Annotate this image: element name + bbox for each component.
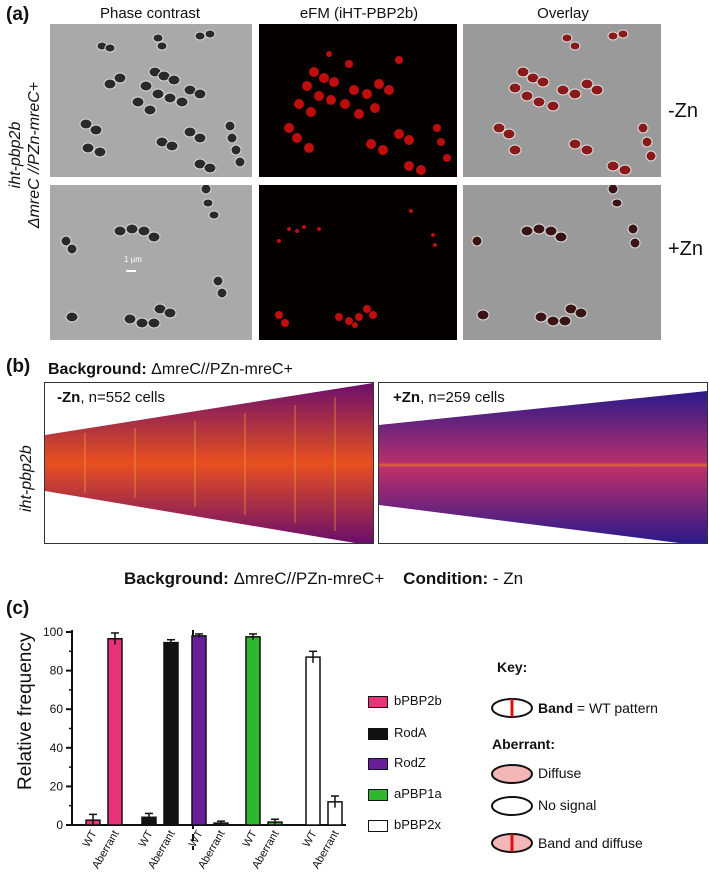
panel-b-label: (b): [6, 356, 31, 377]
x-tick-label-bpbp2b-wt: WT: [81, 828, 100, 849]
column-header-efm: eFM (iHT-PBP2b): [299, 5, 419, 22]
x-tick-label-roda-wt: WT: [137, 828, 156, 849]
panel-c-label: (c): [6, 598, 30, 619]
y-tick-label-20: 20: [50, 779, 64, 793]
key-band-description: = WT pattern: [573, 700, 658, 716]
panel-b-background-prefix: Background:: [48, 361, 147, 378]
kymograph-plus-zn-cond: +Zn: [393, 389, 421, 406]
y-tick-label-0: 0: [56, 818, 63, 832]
y-tick-label-100: 100: [43, 625, 63, 639]
legend-swatch-rodz: [368, 758, 388, 770]
column-header-overlay: Overlay: [537, 5, 589, 22]
phase-cells-plus-zn: [60, 185, 228, 329]
aberrant-title: Aberrant:: [492, 736, 556, 752]
efm-image-plus-zn: [259, 185, 457, 340]
overlay-cells-plus-zn: [471, 185, 641, 327]
legend-label-bpbp2b: bPBP2b: [394, 693, 442, 708]
panel-c-condition-prefix: Condition:: [403, 569, 489, 588]
efm-image-minus-zn: [259, 24, 457, 177]
kymograph-plus-zn-count: , n=259 cells: [420, 389, 505, 406]
key-banddiffuse-icon: [491, 833, 533, 853]
x-tick-label-bpbp2x-wt: WT: [301, 828, 320, 849]
panel-b-background-value: ΔmreC//PZn-mreC+: [151, 361, 293, 378]
scale-bar-label: 1 µm: [124, 255, 142, 264]
bar-bpbp2x-wt: [305, 656, 321, 826]
kymograph-plus-zn: +Zn, n=259 cells: [378, 382, 708, 544]
efm-signal-plus-zn: [275, 209, 437, 328]
panel-c-background-value: ΔmreC//PZn-mreC+: [233, 569, 385, 588]
legend-swatch-bpbp2b: [368, 696, 388, 708]
key-nosignal-icon: [491, 796, 533, 816]
y-tick-label-80: 80: [50, 664, 64, 678]
row-label-minus-zn: -Zn: [668, 100, 698, 122]
panel-a-label: (a): [6, 4, 30, 25]
overlay-image-minus-zn: [463, 24, 661, 177]
key-banddiffuse-text: Band and diffuse: [538, 835, 643, 851]
legend-swatch-bpbp2x: [368, 820, 388, 832]
bar-bpbp2b-aberrant: [107, 638, 123, 826]
key-diffuse-icon: [491, 764, 533, 784]
bar-roda-aberrant: [163, 641, 179, 826]
overlay-image-plus-zn: [463, 185, 661, 340]
panel-c-condition-value: - Zn: [492, 569, 524, 588]
y-tick-label-60: 60: [50, 702, 64, 716]
x-tick-label-apbp1a-wt: WT: [241, 828, 260, 849]
key-title: Key:: [497, 659, 528, 675]
key-nosignal-text: No signal: [538, 797, 597, 813]
legend-label-apbp1a: aPBP1a: [394, 786, 442, 801]
panel-c-background-prefix: Background:: [124, 569, 229, 588]
bar-apbp1a-wt: [245, 636, 261, 826]
phase-cells-minus-zn: [79, 29, 246, 174]
x-tick-label-rodz-wt: WT: [187, 828, 206, 849]
key-band-text: Band = WT pattern: [538, 700, 658, 716]
row-label-plus-zn: +Zn: [668, 238, 704, 260]
key-diffuse-text: Diffuse: [538, 765, 582, 781]
panel-b-background: Background: ΔmreC//PZn-mreC+: [48, 361, 293, 379]
legend-swatch-roda: [368, 728, 388, 740]
kymograph-minus-zn-count: , n=552 cells: [80, 389, 165, 406]
kymograph-plus-zn-plot: [379, 391, 707, 543]
key-band-label: Band: [538, 700, 573, 716]
kymograph-minus-zn-title: -Zn, n=552 cells: [57, 389, 165, 406]
kymograph-minus-zn-plot: [45, 383, 373, 543]
legend-label-rodz: RodZ: [394, 755, 426, 770]
key-band-icon: [491, 698, 533, 718]
overlay-cells-minus-zn: [492, 29, 657, 176]
kymograph-minus-zn: -Zn, n=552 cells: [44, 382, 374, 544]
kymograph-plus-zn-title: +Zn, n=259 cells: [393, 389, 505, 406]
legend-label-roda: RodA: [394, 725, 427, 740]
bar-rodz-wt: [191, 635, 207, 826]
efm-signal-minus-zn: [284, 51, 451, 175]
kymograph-minus-zn-cond: -Zn: [57, 389, 81, 406]
column-header-phase: Phase contrast: [99, 5, 201, 22]
panel-c-header: Background: ΔmreC//PZn-mreC+ Condition: …: [124, 569, 523, 589]
legend-swatch-apbp1a: [368, 789, 388, 801]
legend-label-bpbp2x: bPBP2x: [394, 817, 441, 832]
phase-image-plus-zn: 1 µm: [50, 185, 252, 340]
y-tick-label-40: 40: [50, 741, 64, 755]
phase-image-minus-zn: [50, 24, 252, 177]
